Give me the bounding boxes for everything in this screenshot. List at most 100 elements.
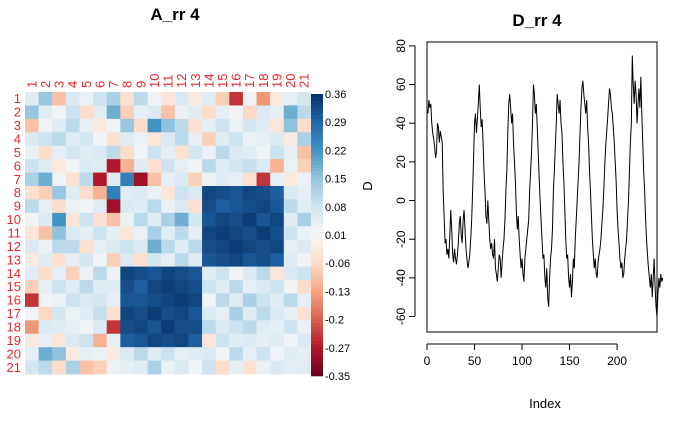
colorbar-segment: [311, 118, 323, 123]
heatmap-cell: [229, 253, 244, 267]
line-title: D_rr 4: [512, 11, 562, 30]
heatmap-cell: [25, 172, 40, 187]
heatmap-cell: [161, 360, 176, 375]
colorbar-segment: [311, 351, 323, 356]
series-line: [427, 55, 664, 317]
heatmap-cell: [229, 145, 244, 160]
colorbar-segment: [311, 340, 323, 345]
heatmap-cell: [161, 118, 176, 133]
colorbar-segment: [311, 217, 323, 222]
heatmap-cell: [202, 172, 217, 187]
heatmap-cell: [106, 212, 121, 227]
colorbar-segment: [311, 122, 323, 127]
heatmap-cell: [120, 199, 135, 214]
heatmap-cell: [79, 360, 94, 375]
heatmap-cell: [93, 226, 108, 241]
line-panel: D_rr 4 0 50 100 150 200 -60 -40 -20 0 20 40 60 80 I…: [394, 11, 664, 411]
heatmap-cell: [79, 172, 94, 187]
colorbar-segment: [311, 185, 323, 190]
x-axis: 0 50 100 150 200: [424, 343, 627, 368]
colorbar-segment: [311, 125, 323, 130]
colorbar-segment: [311, 301, 323, 306]
heatmap-cell: [38, 226, 53, 241]
heatmap-cell: [215, 333, 230, 348]
heatmap-cell: [174, 186, 189, 200]
heatmap-cell: [106, 239, 121, 254]
colorbar-segment: [311, 94, 323, 98]
heatmap-cell: [93, 347, 108, 361]
heatmap-cell: [283, 347, 298, 361]
colorbar-segment: [311, 368, 323, 373]
colorbar-segment: [311, 168, 323, 172]
heatmap-cell: [242, 253, 257, 267]
heatmap-cell: [106, 226, 121, 241]
heatmap-cell: [133, 118, 148, 133]
heatmap-cell: [242, 320, 257, 335]
heatmap-cell: [65, 212, 80, 227]
heatmap-cell: [297, 186, 312, 200]
heatmap-cell: [256, 347, 271, 361]
colorbar-segment: [311, 291, 323, 296]
heatmap-cell: [25, 212, 40, 227]
heatmap-cell: [38, 239, 53, 254]
y-tick-label: 80: [394, 39, 408, 53]
col-label: 16: [229, 74, 244, 88]
heatmap-cell: [52, 293, 67, 308]
heatmap-cell: [120, 226, 135, 241]
colorbar-segment: [311, 337, 323, 342]
heatmap-cell: [25, 145, 40, 160]
heatmap-cell: [283, 132, 298, 147]
heatmap-cell: [229, 306, 244, 321]
heatmap-cell: [65, 172, 80, 187]
heatmap-cell: [65, 306, 80, 321]
heatmap-cell: [133, 239, 148, 254]
y-tick-label: -60: [394, 308, 408, 326]
heatmap-cell: [188, 306, 203, 321]
heatmap-cell: [297, 293, 312, 308]
heatmap-cell: [133, 105, 148, 120]
heatmap-cell: [52, 145, 67, 160]
heatmap-cell: [270, 145, 285, 160]
heatmap-cell: [106, 253, 121, 267]
x-tick-label: 50: [468, 354, 482, 368]
heatmap-cell: [133, 333, 148, 348]
heatmap-cell: [242, 159, 257, 173]
heatmap-cell: [120, 239, 135, 254]
colorbar-segment: [311, 294, 323, 299]
heatmap-cell: [38, 159, 53, 173]
colorbar-segment: [311, 115, 323, 119]
heatmap-cell: [120, 293, 135, 308]
heatmap-cell: [79, 118, 94, 133]
heatmap-cell: [215, 199, 230, 214]
heatmap-cell: [202, 239, 217, 254]
colorbar-tick-label: -0.27: [325, 343, 350, 355]
colorbar-segment: [311, 326, 323, 331]
heatmap-cell: [93, 105, 108, 120]
col-label: 10: [147, 74, 162, 88]
heatmap-cell: [174, 333, 189, 348]
heatmap-cell: [283, 118, 298, 133]
row-label: 11: [8, 226, 22, 241]
heatmap-cell: [270, 239, 285, 254]
heatmap-cell: [242, 212, 257, 227]
colorbar-segment: [311, 305, 323, 310]
heatmap-cell: [174, 92, 189, 106]
x-tick-label: 150: [560, 354, 580, 368]
heatmap-cell: [256, 186, 271, 200]
heatmap-cell: [283, 239, 298, 254]
heatmap-cell: [120, 360, 135, 375]
colorbar-segment: [311, 227, 323, 232]
col-label: 19: [270, 74, 285, 88]
row-label: 8: [14, 185, 21, 200]
heatmap-cell: [106, 172, 121, 187]
colorbar-segment: [311, 199, 323, 204]
colorbar-segment: [311, 129, 323, 134]
heatmap-cell: [174, 306, 189, 321]
heatmap-cell: [52, 92, 67, 106]
heatmap-cell: [161, 293, 176, 308]
heatmap-cell: [133, 360, 148, 375]
heatmap-cell: [174, 212, 189, 227]
heatmap-cell: [65, 186, 80, 200]
colorbar-segment: [311, 284, 323, 289]
heatmap-cell: [270, 226, 285, 241]
